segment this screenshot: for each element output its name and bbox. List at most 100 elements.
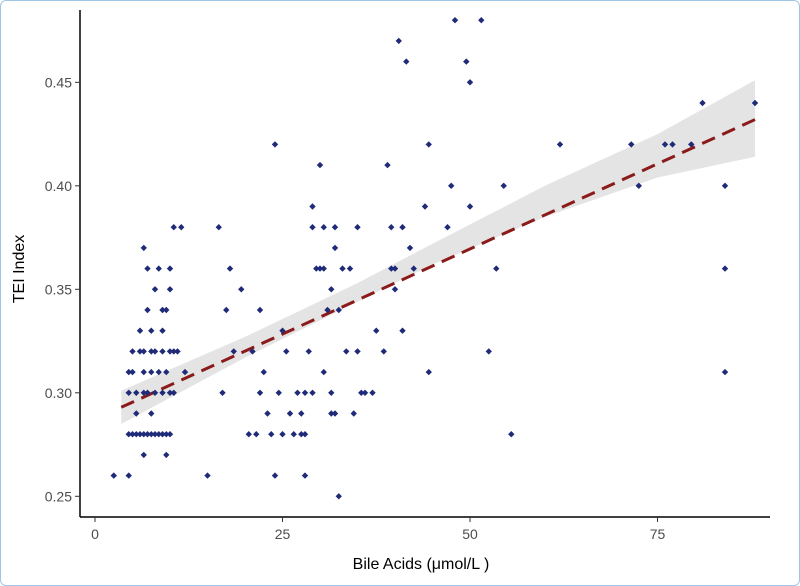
data-point — [163, 451, 170, 459]
x-tick-label: 50 — [462, 526, 478, 542]
data-point — [279, 431, 286, 438]
data-point — [358, 389, 365, 396]
data-point — [144, 431, 151, 438]
data-point — [155, 431, 162, 438]
data-point — [478, 17, 485, 24]
data-point — [301, 389, 309, 396]
data-point — [388, 224, 395, 231]
data-point — [170, 224, 177, 231]
y-tick-label: 0.25 — [45, 488, 72, 504]
data-point — [751, 99, 759, 107]
data-point — [275, 389, 282, 396]
data-point — [399, 327, 406, 334]
data-point — [320, 368, 327, 376]
data-point — [669, 141, 676, 148]
data-point — [309, 224, 316, 231]
x-tick-label: 75 — [650, 526, 666, 542]
data-point — [151, 286, 159, 293]
data-point — [166, 431, 174, 438]
data-point — [215, 224, 222, 231]
data-point — [463, 58, 470, 65]
data-point — [373, 327, 380, 334]
data-point — [271, 472, 279, 479]
data-point — [166, 348, 174, 355]
data-point — [448, 182, 455, 189]
data-point — [286, 410, 294, 417]
data-point — [159, 306, 166, 314]
data-point — [395, 37, 402, 45]
data-point — [354, 348, 361, 355]
data-point — [125, 472, 132, 479]
trend-line-layer — [120, 118, 756, 409]
data-point — [354, 224, 361, 231]
data-point — [335, 306, 342, 314]
data-point — [226, 265, 234, 272]
data-point — [264, 410, 271, 417]
data-point — [181, 368, 189, 376]
data-point — [178, 224, 185, 231]
data-point — [144, 389, 151, 396]
data-point — [391, 286, 399, 293]
data-point — [346, 265, 354, 272]
data-point — [163, 431, 170, 438]
data-point — [556, 141, 564, 148]
data-point — [136, 327, 144, 334]
data-point — [500, 182, 507, 189]
trend-line — [120, 118, 756, 409]
data-point — [399, 224, 406, 231]
data-point — [339, 265, 346, 272]
data-point — [260, 368, 267, 376]
data-point — [661, 141, 669, 148]
data-point — [508, 431, 515, 438]
data-point — [343, 348, 350, 355]
data-point — [223, 306, 230, 314]
data-point — [155, 368, 162, 376]
data-point — [166, 389, 174, 396]
data-point — [133, 431, 140, 438]
data-point — [493, 265, 500, 272]
data-point — [129, 368, 136, 376]
data-point — [159, 327, 166, 334]
data-point — [151, 348, 159, 355]
data-point — [425, 368, 432, 376]
data-point — [148, 368, 155, 376]
data-point — [320, 265, 327, 272]
data-point — [331, 224, 339, 231]
data-point — [144, 306, 151, 314]
data-point — [699, 99, 706, 107]
data-point — [721, 265, 729, 272]
data-point — [136, 431, 144, 438]
data-point — [410, 265, 417, 272]
data-point — [369, 389, 376, 396]
data-point — [159, 431, 166, 438]
data-point — [174, 348, 181, 355]
data-point — [406, 244, 414, 252]
data-point — [163, 368, 170, 376]
data-points-layer — [110, 17, 759, 500]
data-point — [163, 306, 170, 314]
data-point — [256, 306, 264, 314]
data-point — [151, 389, 159, 396]
y-tick-label: 0.45 — [45, 74, 72, 90]
data-point — [466, 203, 474, 210]
data-point — [148, 348, 155, 355]
data-point — [331, 244, 339, 252]
data-point — [166, 265, 174, 272]
data-point — [170, 389, 177, 396]
data-point — [466, 79, 474, 86]
data-point — [170, 348, 177, 355]
data-point — [166, 286, 174, 293]
data-point — [151, 431, 159, 438]
confidence-band-layer — [121, 80, 756, 424]
data-point — [144, 265, 151, 272]
data-point — [324, 306, 331, 314]
data-point — [320, 224, 327, 231]
data-point — [444, 224, 451, 231]
data-point — [140, 431, 147, 438]
data-point — [328, 410, 335, 417]
data-point — [253, 431, 260, 438]
data-point — [148, 431, 155, 438]
data-point — [380, 348, 387, 355]
data-point — [313, 265, 320, 272]
data-point — [635, 182, 642, 189]
